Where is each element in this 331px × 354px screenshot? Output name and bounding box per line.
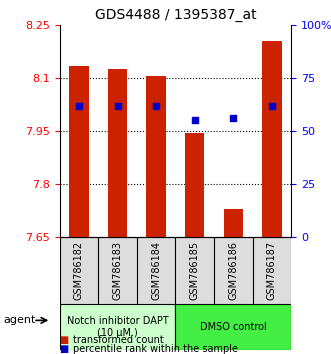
Point bbox=[231, 115, 236, 121]
FancyBboxPatch shape bbox=[60, 304, 175, 350]
Bar bbox=[146, 76, 166, 238]
Bar bbox=[185, 133, 204, 238]
Text: GSM786187: GSM786187 bbox=[267, 241, 277, 300]
Point bbox=[192, 118, 197, 123]
Bar bbox=[108, 69, 127, 238]
Title: GDS4488 / 1395387_at: GDS4488 / 1395387_at bbox=[95, 8, 256, 22]
Point bbox=[154, 103, 159, 108]
Bar bbox=[262, 41, 282, 238]
Bar bbox=[69, 65, 88, 238]
Text: GSM786184: GSM786184 bbox=[151, 241, 161, 300]
Text: ■: ■ bbox=[60, 344, 69, 354]
Bar bbox=[224, 209, 243, 238]
Text: ■: ■ bbox=[60, 335, 69, 345]
Text: percentile rank within the sample: percentile rank within the sample bbox=[73, 344, 238, 354]
Text: agent: agent bbox=[3, 315, 36, 325]
Text: GSM786185: GSM786185 bbox=[190, 241, 200, 300]
Text: Notch inhibitor DAPT
(10 μM.): Notch inhibitor DAPT (10 μM.) bbox=[67, 316, 168, 338]
Point bbox=[115, 103, 120, 108]
Text: GSM786186: GSM786186 bbox=[228, 241, 238, 300]
Text: GSM786182: GSM786182 bbox=[74, 241, 84, 300]
Text: transformed count: transformed count bbox=[73, 335, 164, 345]
Text: DMSO control: DMSO control bbox=[200, 322, 267, 332]
Point bbox=[76, 103, 81, 108]
Text: GSM786183: GSM786183 bbox=[113, 241, 122, 300]
FancyBboxPatch shape bbox=[175, 304, 291, 350]
Point bbox=[269, 103, 275, 108]
